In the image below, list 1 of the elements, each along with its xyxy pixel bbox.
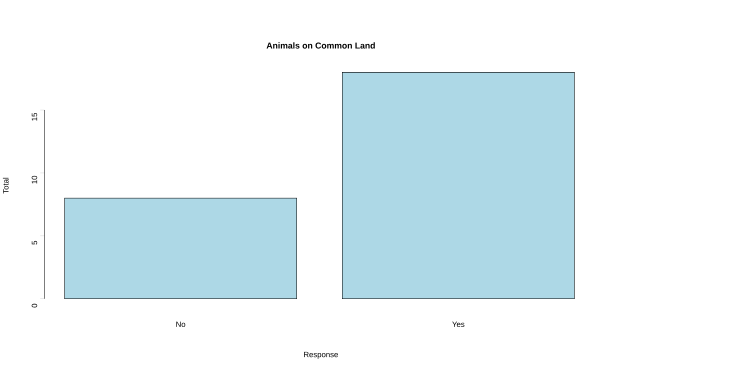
chart-title: Animals on Common Land bbox=[266, 42, 375, 49]
